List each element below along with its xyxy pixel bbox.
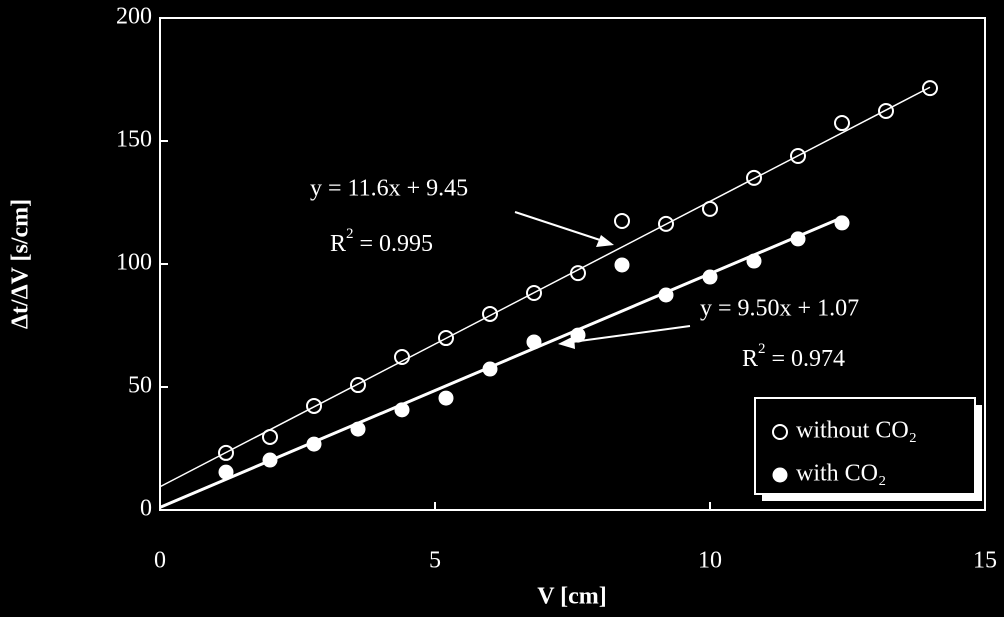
r-value: = 0.974: [766, 346, 846, 372]
point: [790, 231, 806, 247]
y-tick-label: 100: [116, 250, 152, 276]
point: [394, 348, 410, 365]
point: [878, 102, 894, 119]
point: [350, 421, 366, 437]
x-tick-label: 10: [698, 548, 722, 574]
y-tick-label: 50: [128, 373, 152, 399]
y-tick-label: 0: [140, 496, 152, 522]
arrowhead: [596, 235, 614, 247]
x-tick-label: 15: [973, 548, 997, 574]
r-sup: 2: [346, 226, 354, 242]
point: [746, 253, 762, 269]
y-tick-label: 200: [116, 4, 152, 30]
point: [262, 452, 278, 468]
x-tick-label: 0: [154, 548, 166, 574]
point: [570, 265, 586, 282]
legend-label: without CO₂: [796, 418, 917, 444]
point: [922, 80, 938, 97]
point: [702, 269, 718, 285]
point: [350, 377, 366, 394]
y-axis-label: Δt/ΔV [s/cm]: [8, 199, 34, 329]
point: [218, 444, 234, 461]
point: [394, 402, 410, 418]
point: [526, 285, 542, 302]
point: [306, 436, 322, 452]
point: [658, 215, 674, 232]
r-value: = 0.995: [354, 231, 434, 257]
r-symbol: R: [330, 231, 346, 257]
trend-line: [159, 86, 931, 488]
point: [438, 390, 454, 406]
legend-marker: [772, 424, 788, 440]
legend: [754, 397, 976, 495]
annotation-arrow: [514, 211, 604, 242]
point: [482, 361, 498, 377]
legend-label: with CO₂: [796, 461, 886, 487]
arrowhead: [558, 336, 575, 349]
r-squared: R2 = 0.995: [330, 226, 433, 256]
r-symbol: R: [742, 346, 758, 372]
r-sup: 2: [758, 341, 766, 357]
x-axis-label: V [cm]: [537, 584, 607, 610]
r-squared: R2 = 0.974: [742, 341, 845, 371]
annotation-arrow: [571, 325, 691, 343]
trend-equation: y = 11.6x + 9.45: [310, 176, 468, 202]
x-tick-label: 5: [429, 548, 441, 574]
y-tick-label: 150: [116, 127, 152, 153]
point: [614, 257, 630, 273]
legend-marker: [772, 467, 788, 483]
point: [702, 200, 718, 217]
point: [834, 115, 850, 132]
point: [526, 334, 542, 350]
point: [306, 397, 322, 414]
trend-equation: y = 9.50x + 1.07: [700, 296, 859, 322]
point: [614, 212, 630, 229]
point: [438, 330, 454, 347]
point: [570, 327, 586, 343]
point: [746, 169, 762, 186]
point: [262, 428, 278, 445]
point: [658, 287, 674, 303]
point: [790, 148, 806, 165]
point: [482, 305, 498, 322]
point: [218, 464, 234, 480]
point: [834, 215, 850, 231]
